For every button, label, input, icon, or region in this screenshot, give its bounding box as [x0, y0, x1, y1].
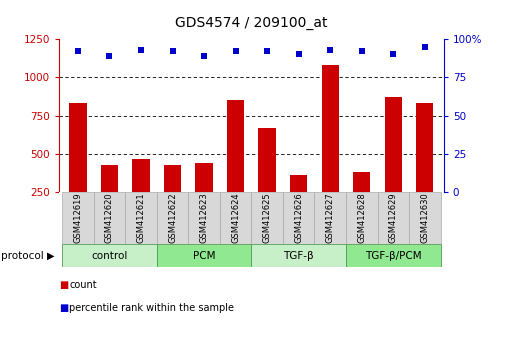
Bar [283, 192, 314, 244]
Bar [157, 244, 251, 267]
Text: ▶: ▶ [47, 251, 54, 261]
Text: GSM412626: GSM412626 [294, 192, 303, 242]
Bar [62, 244, 157, 267]
Point [168, 48, 176, 54]
Bar [251, 244, 346, 267]
Bar [378, 192, 409, 244]
Bar [251, 192, 283, 244]
Point [137, 47, 145, 52]
Text: GSM412629: GSM412629 [389, 192, 398, 242]
Text: GSM412625: GSM412625 [263, 192, 272, 242]
Bar [125, 192, 157, 244]
Bar [69, 103, 87, 192]
Point [294, 51, 303, 57]
Bar [409, 192, 441, 244]
Bar [353, 172, 370, 192]
Point [200, 53, 208, 59]
Bar [416, 103, 433, 192]
Text: ■: ■ [59, 303, 68, 313]
Bar [227, 100, 244, 192]
Text: GSM412622: GSM412622 [168, 192, 177, 242]
Text: GSM412630: GSM412630 [420, 192, 429, 242]
Bar [346, 244, 441, 267]
Bar [94, 192, 125, 244]
Bar [346, 192, 378, 244]
Bar [314, 192, 346, 244]
Text: control: control [91, 251, 128, 261]
Bar [132, 159, 150, 192]
Bar [188, 192, 220, 244]
Text: count: count [69, 280, 97, 290]
Point [326, 47, 334, 52]
Bar [62, 192, 94, 244]
Bar [385, 97, 402, 192]
Text: TGF-β: TGF-β [283, 251, 314, 261]
Bar [259, 128, 276, 192]
Text: GSM412628: GSM412628 [357, 192, 366, 242]
Text: PCM: PCM [193, 251, 215, 261]
Text: GDS4574 / 209100_at: GDS4574 / 209100_at [175, 16, 328, 30]
Text: percentile rank within the sample: percentile rank within the sample [69, 303, 234, 313]
Bar [220, 192, 251, 244]
Bar [195, 163, 213, 192]
Text: TGF-β/PCM: TGF-β/PCM [365, 251, 422, 261]
Bar [157, 192, 188, 244]
Point [421, 44, 429, 50]
Point [263, 48, 271, 54]
Text: GSM412623: GSM412623 [200, 192, 209, 242]
Point [74, 48, 82, 54]
Text: ■: ■ [59, 280, 68, 290]
Text: GSM412627: GSM412627 [326, 192, 334, 242]
Bar [290, 175, 307, 192]
Text: GSM412621: GSM412621 [136, 192, 146, 242]
Point [389, 51, 398, 57]
Text: protocol: protocol [1, 251, 44, 261]
Text: GSM412624: GSM412624 [231, 192, 240, 242]
Bar [101, 165, 118, 192]
Bar [322, 65, 339, 192]
Text: GSM412619: GSM412619 [73, 192, 83, 242]
Bar [164, 165, 181, 192]
Point [231, 48, 240, 54]
Text: GSM412620: GSM412620 [105, 192, 114, 242]
Point [105, 53, 113, 59]
Point [358, 48, 366, 54]
